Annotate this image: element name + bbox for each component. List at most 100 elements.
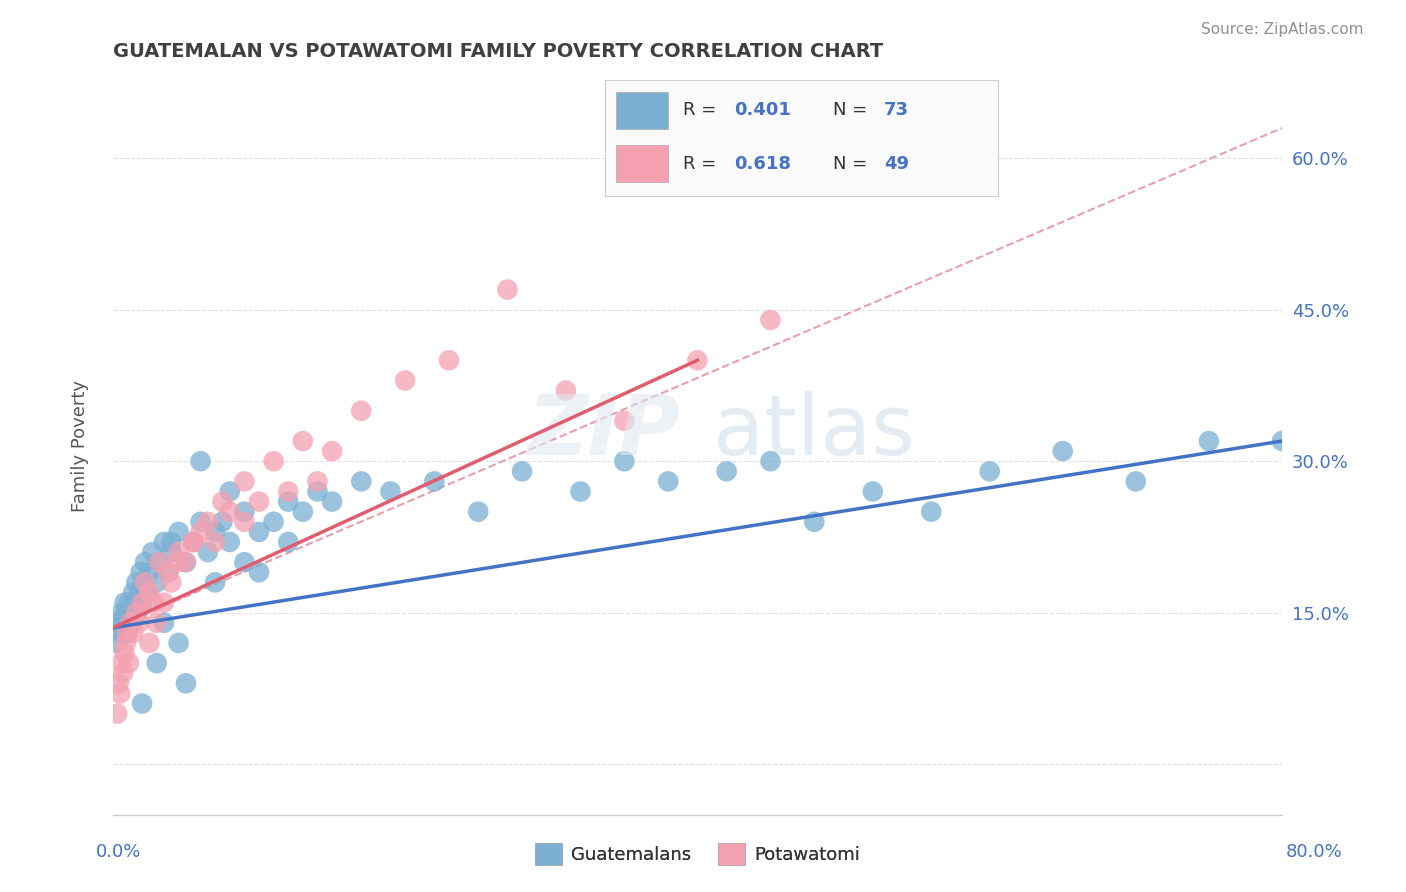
Point xyxy=(157,566,180,580)
Point xyxy=(141,545,163,559)
Point xyxy=(120,606,142,620)
Text: GUATEMALAN VS POTAWATOMI FAMILY POVERTY CORRELATION CHART: GUATEMALAN VS POTAWATOMI FAMILY POVERTY … xyxy=(112,42,883,61)
Point xyxy=(181,535,204,549)
Point xyxy=(979,464,1001,478)
Point xyxy=(112,615,135,630)
Point xyxy=(204,575,226,590)
Point xyxy=(138,566,160,580)
Point xyxy=(233,475,256,489)
Point xyxy=(129,566,152,580)
Point xyxy=(181,535,204,549)
Point xyxy=(1271,434,1294,448)
Point xyxy=(181,535,204,549)
Text: 0.618: 0.618 xyxy=(734,155,792,173)
Point xyxy=(321,444,343,458)
Point xyxy=(160,545,183,559)
Point xyxy=(211,515,233,529)
Point xyxy=(204,535,226,549)
Point xyxy=(233,515,256,529)
Point xyxy=(167,524,190,539)
Text: R =: R = xyxy=(683,155,723,173)
Point xyxy=(247,494,270,508)
Point xyxy=(108,686,131,700)
Point xyxy=(153,596,176,610)
Point xyxy=(204,524,226,539)
Point xyxy=(160,575,183,590)
Point xyxy=(716,464,738,478)
Point xyxy=(117,625,139,640)
Point xyxy=(211,494,233,508)
Point xyxy=(138,585,160,599)
Point xyxy=(467,505,489,519)
Point xyxy=(131,596,153,610)
Legend: Guatemalans, Potawatomi: Guatemalans, Potawatomi xyxy=(527,836,868,871)
Point xyxy=(920,505,942,519)
Point xyxy=(613,414,636,428)
Point xyxy=(380,484,402,499)
Point xyxy=(190,515,212,529)
Point xyxy=(197,545,219,559)
Point xyxy=(174,676,197,690)
Point xyxy=(423,475,446,489)
Point xyxy=(131,596,153,610)
Point xyxy=(112,666,135,681)
Point xyxy=(118,656,141,670)
Text: 80.0%: 80.0% xyxy=(1286,843,1343,861)
Point xyxy=(128,615,150,630)
Point xyxy=(128,585,150,599)
Point xyxy=(160,535,183,549)
Point xyxy=(134,575,156,590)
Point xyxy=(1125,475,1147,489)
Point xyxy=(114,646,136,660)
Point xyxy=(350,403,373,417)
Point xyxy=(759,454,782,468)
Point xyxy=(190,524,212,539)
Point xyxy=(131,697,153,711)
Point xyxy=(121,615,143,630)
Point xyxy=(394,374,416,388)
Point xyxy=(657,475,679,489)
Point xyxy=(117,625,139,640)
Point xyxy=(263,454,285,468)
FancyBboxPatch shape xyxy=(616,92,668,129)
Point xyxy=(105,636,128,650)
Point xyxy=(510,464,533,478)
Point xyxy=(437,353,460,368)
Point xyxy=(803,515,825,529)
Point xyxy=(125,575,148,590)
FancyBboxPatch shape xyxy=(616,145,668,182)
Point xyxy=(174,555,197,569)
Point xyxy=(153,615,176,630)
Point xyxy=(127,606,149,620)
Text: 0.401: 0.401 xyxy=(734,102,792,120)
Point xyxy=(247,566,270,580)
Point xyxy=(174,555,197,569)
Point xyxy=(124,596,146,610)
Point xyxy=(307,484,329,499)
Point xyxy=(115,606,138,620)
Point xyxy=(145,656,167,670)
Point xyxy=(233,555,256,569)
Point xyxy=(218,535,240,549)
Point xyxy=(167,555,190,569)
Text: N =: N = xyxy=(832,155,873,173)
Point xyxy=(321,494,343,508)
Point xyxy=(197,515,219,529)
Point xyxy=(135,585,157,599)
Point xyxy=(122,625,145,640)
Point xyxy=(686,353,709,368)
Point xyxy=(291,505,314,519)
Point xyxy=(134,555,156,569)
Point xyxy=(122,585,145,599)
Y-axis label: Family Poverty: Family Poverty xyxy=(72,380,89,512)
Point xyxy=(307,475,329,489)
Point xyxy=(118,596,141,610)
Point xyxy=(153,535,176,549)
Text: 0.0%: 0.0% xyxy=(96,843,141,861)
Point xyxy=(190,454,212,468)
Point xyxy=(115,636,138,650)
Text: Source: ZipAtlas.com: Source: ZipAtlas.com xyxy=(1201,22,1364,37)
Point xyxy=(157,566,180,580)
Point xyxy=(105,706,128,721)
Point xyxy=(218,505,240,519)
